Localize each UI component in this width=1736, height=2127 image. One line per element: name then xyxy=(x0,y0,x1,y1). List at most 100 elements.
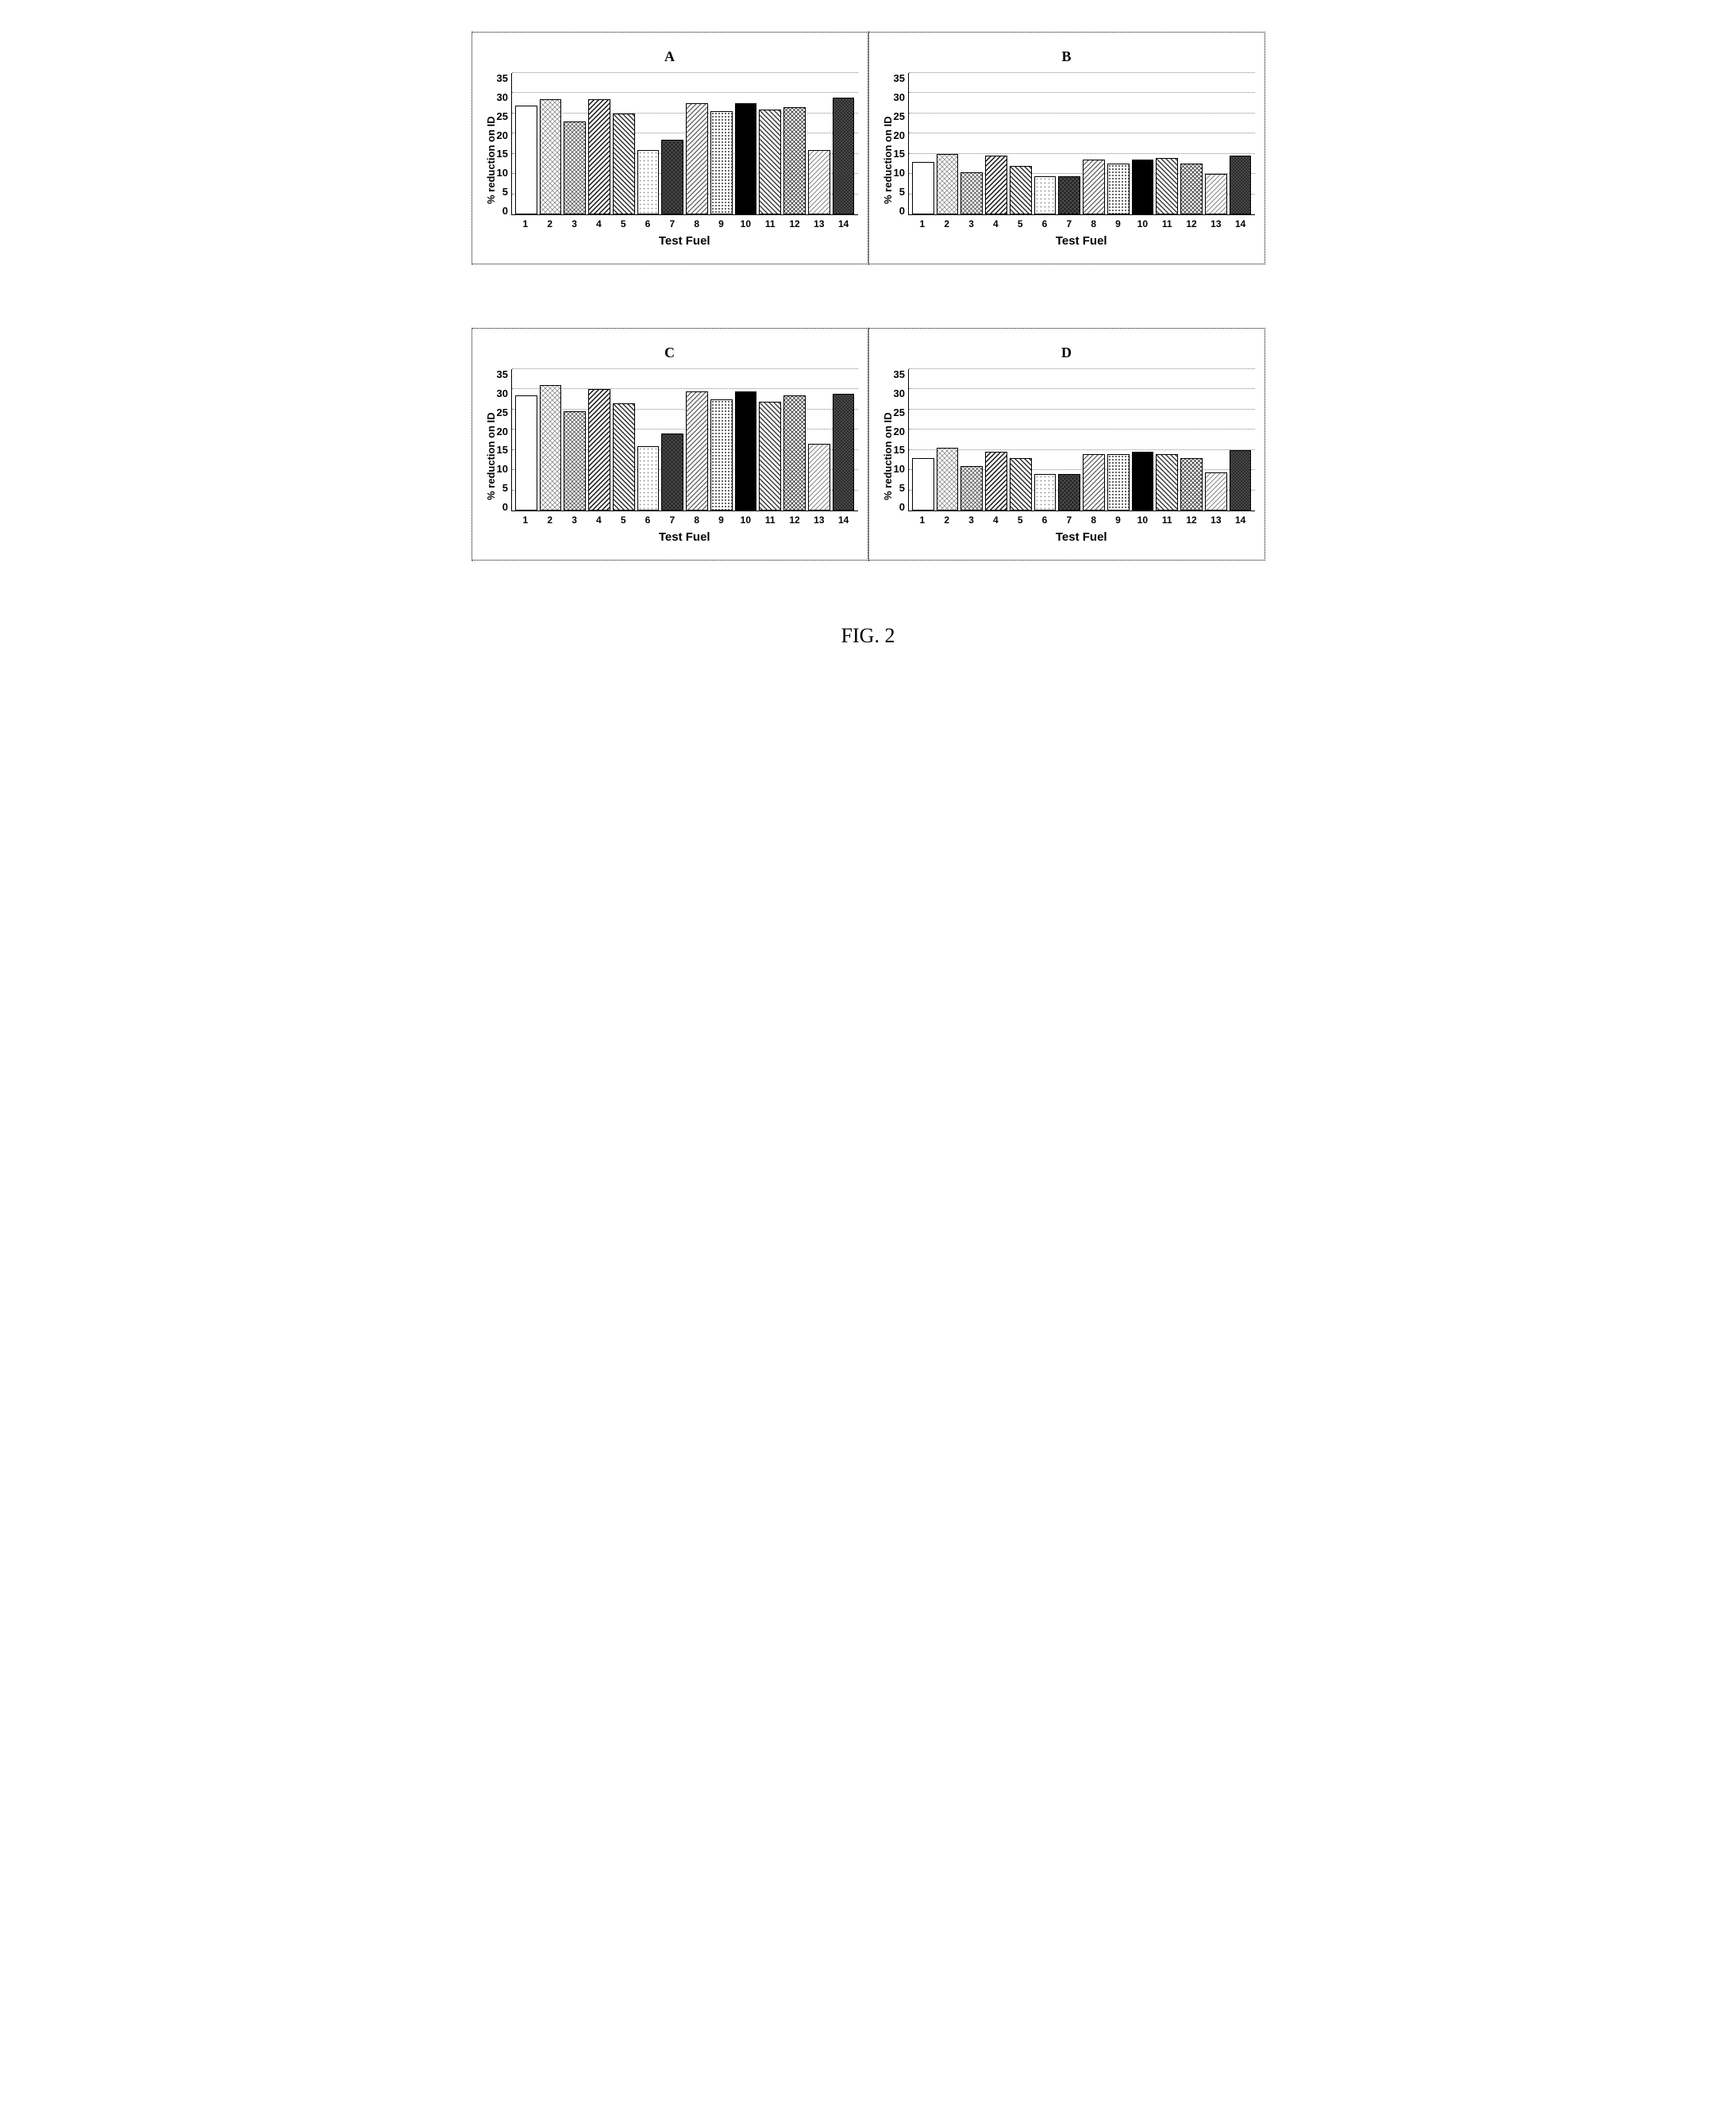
x-axis-label: Test Fuel xyxy=(511,234,858,248)
y-tick: 0 xyxy=(894,206,905,216)
y-tick: 0 xyxy=(497,502,508,512)
bar xyxy=(637,446,660,511)
panel-C-plot xyxy=(511,369,858,511)
x-tick: 10 xyxy=(1131,514,1153,526)
x-tick: 7 xyxy=(1058,218,1080,229)
y-tick: 5 xyxy=(894,187,905,197)
x-tick: 13 xyxy=(808,514,830,526)
x-tick: 3 xyxy=(564,514,586,526)
bar xyxy=(1107,454,1130,511)
x-tick: 11 xyxy=(759,514,781,526)
figure-caption: FIG. 2 xyxy=(472,624,1265,648)
y-tick: 30 xyxy=(894,92,905,102)
bar xyxy=(588,99,610,214)
x-tick: 1 xyxy=(514,514,537,526)
bar xyxy=(783,107,806,214)
bar xyxy=(588,389,610,511)
bar xyxy=(1083,160,1105,214)
figure-page: A % reduction on ID 35302520151050 12345… xyxy=(472,32,1265,648)
y-axis-label: % reduction on ID xyxy=(879,369,894,544)
x-tick: 6 xyxy=(1034,218,1056,229)
panel-C-chart: % reduction on ID 35302520151050 1234567… xyxy=(482,369,858,544)
bar xyxy=(1010,166,1032,214)
panel-D-title: D xyxy=(879,345,1255,361)
y-tick: 10 xyxy=(894,464,905,474)
x-tick: 5 xyxy=(1009,514,1031,526)
panel-D-bars xyxy=(909,369,1255,511)
x-tick: 14 xyxy=(833,218,855,229)
bar xyxy=(1132,160,1154,214)
bar xyxy=(735,391,757,511)
bar xyxy=(686,391,708,511)
y-tick: 35 xyxy=(894,369,905,380)
y-tick: 25 xyxy=(497,111,508,121)
x-tick: 10 xyxy=(734,218,756,229)
x-tick: 9 xyxy=(710,514,733,526)
x-tick: 5 xyxy=(1009,218,1031,229)
bar xyxy=(960,172,983,214)
y-tick: 25 xyxy=(894,407,905,418)
x-ticks: 1234567891011121314 xyxy=(511,218,858,229)
x-tick: 12 xyxy=(783,218,806,229)
bar xyxy=(1230,156,1252,214)
x-tick: 1 xyxy=(911,218,933,229)
x-tick: 9 xyxy=(1107,514,1130,526)
bar xyxy=(1230,450,1252,511)
x-tick: 7 xyxy=(661,514,683,526)
x-tick: 1 xyxy=(514,218,537,229)
panel-A-plot xyxy=(511,73,858,215)
x-tick: 9 xyxy=(710,218,733,229)
bar xyxy=(1156,454,1178,511)
x-tick: 8 xyxy=(1083,514,1105,526)
x-tick: 4 xyxy=(984,514,1007,526)
y-tick: 15 xyxy=(497,445,508,455)
bar xyxy=(960,466,983,511)
y-tick: 25 xyxy=(894,111,905,121)
bar xyxy=(1180,458,1203,511)
x-ticks: 1234567891011121314 xyxy=(511,514,858,526)
panel-B: B % reduction on ID 35302520151050 12345… xyxy=(868,32,1265,264)
x-tick: 2 xyxy=(539,218,561,229)
x-tick: 5 xyxy=(612,218,634,229)
x-axis-label: Test Fuel xyxy=(511,530,858,544)
panel-C: C % reduction on ID 35302520151050 12345… xyxy=(472,328,868,561)
bar xyxy=(1132,452,1154,511)
panel-A-title: A xyxy=(482,48,858,65)
top-row: A % reduction on ID 35302520151050 12345… xyxy=(472,32,1265,264)
x-tick: 2 xyxy=(539,514,561,526)
panel-B-chart: % reduction on ID 35302520151050 1234567… xyxy=(879,73,1255,248)
bar xyxy=(1034,474,1057,511)
panel-C-title: C xyxy=(482,345,858,361)
x-tick: 4 xyxy=(587,514,610,526)
bar xyxy=(985,156,1007,214)
bar xyxy=(937,448,959,511)
x-tick: 14 xyxy=(833,514,855,526)
bar xyxy=(937,154,959,214)
bar xyxy=(613,114,635,214)
bar xyxy=(540,385,562,511)
y-tick: 20 xyxy=(894,130,905,141)
y-tick: 10 xyxy=(497,168,508,178)
x-tick: 10 xyxy=(734,514,756,526)
x-tick: 6 xyxy=(637,218,659,229)
y-axis-label: % reduction on ID xyxy=(482,73,497,248)
bar xyxy=(710,111,733,214)
bar xyxy=(515,106,537,214)
y-ticks: 35302520151050 xyxy=(497,369,511,512)
x-tick: 2 xyxy=(936,218,958,229)
y-tick: 0 xyxy=(497,206,508,216)
bar xyxy=(912,458,934,511)
x-tick: 12 xyxy=(1180,218,1203,229)
x-tick: 12 xyxy=(1180,514,1203,526)
x-tick: 6 xyxy=(1034,514,1056,526)
x-tick: 14 xyxy=(1230,218,1252,229)
y-tick: 5 xyxy=(894,483,905,493)
y-tick: 30 xyxy=(497,92,508,102)
y-ticks: 35302520151050 xyxy=(894,369,908,512)
x-tick: 1 xyxy=(911,514,933,526)
x-tick: 7 xyxy=(1058,514,1080,526)
y-axis-label: % reduction on ID xyxy=(482,369,497,544)
panel-D-chart: % reduction on ID 35302520151050 1234567… xyxy=(879,369,1255,544)
bar xyxy=(759,402,781,511)
bar xyxy=(1034,176,1057,214)
